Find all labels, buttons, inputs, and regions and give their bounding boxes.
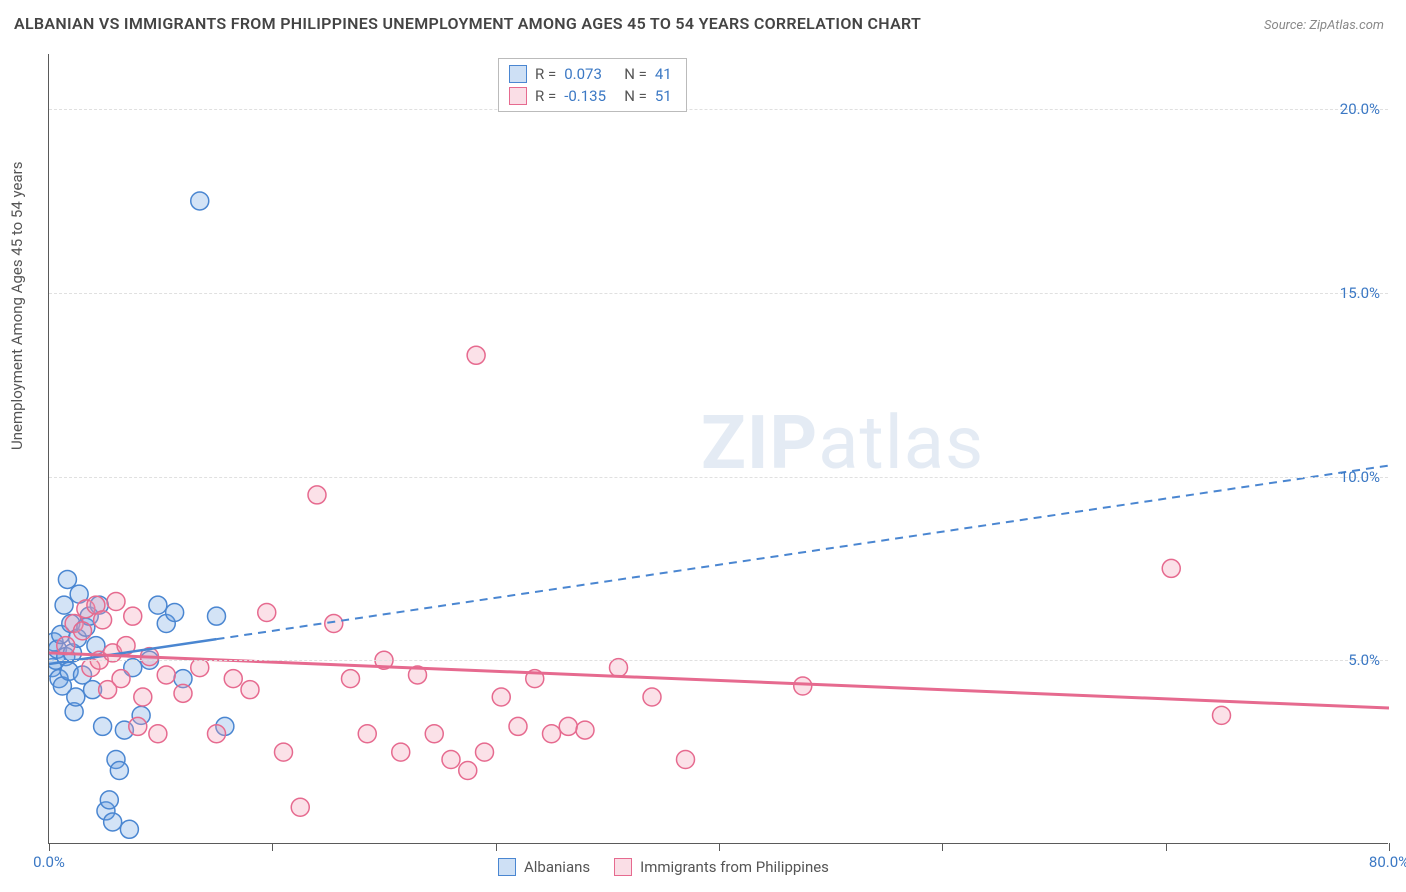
correlation-legend: R = 0.073 N = 41 R = -0.135 N = 51	[498, 58, 687, 112]
scatter-point	[610, 659, 628, 677]
plot-area: ZIPatlas 5.0%10.0%15.0%20.0%0.0%80.0%	[48, 54, 1388, 844]
y-axis-label: Unemployment Among Ages 45 to 54 years	[8, 162, 26, 450]
scatter-point	[342, 670, 360, 688]
scatter-point	[74, 622, 92, 640]
scatter-point	[104, 813, 122, 831]
scatter-point	[291, 798, 309, 816]
scatter-point	[425, 725, 443, 743]
x-tick	[49, 843, 50, 851]
scatter-point	[149, 725, 167, 743]
scatter-point	[94, 611, 112, 629]
series-name: Immigrants from Philippines	[640, 858, 829, 876]
legend-swatch	[614, 858, 632, 876]
x-tick	[272, 843, 273, 851]
series-legend-item: Albanians	[498, 858, 590, 876]
legend-n-label: N =	[624, 87, 647, 105]
x-tick	[942, 843, 943, 851]
legend-r-label: R =	[535, 87, 556, 105]
legend-swatch	[509, 65, 527, 83]
scatter-point	[134, 688, 152, 706]
legend-row: R = -0.135 N = 51	[509, 85, 672, 107]
scatter-point	[459, 762, 477, 780]
gridline	[49, 477, 1388, 478]
scatter-point	[149, 596, 167, 614]
scatter-point	[55, 596, 73, 614]
legend-r-value: -0.135	[564, 87, 616, 105]
scatter-point	[94, 717, 112, 735]
scatter-point	[308, 486, 326, 504]
legend-n-label: N =	[624, 65, 647, 83]
scatter-point	[112, 670, 130, 688]
y-tick-label: 5.0%	[1348, 651, 1380, 669]
scatter-point	[157, 666, 175, 684]
legend-r-label: R =	[535, 65, 556, 83]
scatter-point	[107, 592, 125, 610]
series-legend: Albanians Immigrants from Philippines	[498, 858, 829, 876]
scatter-point	[392, 743, 410, 761]
x-left-label: 0.0%	[33, 853, 65, 871]
legend-r-value: 0.073	[564, 65, 616, 83]
legend-n-value: 41	[655, 65, 672, 83]
scatter-point	[358, 725, 376, 743]
scatter-point	[208, 725, 226, 743]
scatter-point	[442, 750, 460, 768]
scatter-point	[643, 688, 661, 706]
scatter-point	[241, 681, 259, 699]
trend-line-dashed	[217, 466, 1390, 640]
scatter-point	[191, 192, 209, 210]
x-tick	[1389, 843, 1390, 851]
scatter-point	[1162, 559, 1180, 577]
scatter-point	[110, 762, 128, 780]
scatter-point	[208, 607, 226, 625]
scatter-point	[509, 717, 527, 735]
scatter-point	[67, 688, 85, 706]
legend-swatch	[498, 858, 516, 876]
gridline	[49, 660, 1388, 661]
scatter-point	[58, 570, 76, 588]
scatter-point	[166, 604, 184, 622]
x-tick	[496, 843, 497, 851]
scatter-point	[576, 721, 594, 739]
legend-n-value: 51	[655, 87, 672, 105]
scatter-point	[129, 717, 147, 735]
legend-swatch	[509, 87, 527, 105]
x-right-label: 80.0%	[1369, 853, 1406, 871]
series-name: Albanians	[524, 858, 590, 876]
chart-title: ALBANIAN VS IMMIGRANTS FROM PHILIPPINES …	[14, 14, 921, 33]
y-tick-label: 15.0%	[1340, 284, 1380, 302]
scatter-point	[794, 677, 812, 695]
scatter-point	[120, 820, 138, 838]
scatter-point	[100, 791, 118, 809]
scatter-point	[492, 688, 510, 706]
scatter-point	[559, 717, 577, 735]
scatter-point	[476, 743, 494, 761]
scatter-point	[677, 750, 695, 768]
scatter-point	[543, 725, 561, 743]
scatter-point	[124, 607, 142, 625]
y-tick-label: 10.0%	[1340, 468, 1380, 486]
scatter-point	[258, 604, 276, 622]
scatter-point	[224, 670, 242, 688]
x-tick	[1166, 843, 1167, 851]
gridline	[49, 293, 1388, 294]
scatter-svg	[49, 54, 1389, 844]
series-legend-item: Immigrants from Philippines	[614, 858, 829, 876]
scatter-point	[191, 659, 209, 677]
scatter-point	[174, 684, 192, 702]
y-tick-label: 20.0%	[1340, 100, 1380, 118]
gridline	[49, 109, 1388, 110]
scatter-point	[1213, 706, 1231, 724]
scatter-point	[467, 346, 485, 364]
source-attribution: Source: ZipAtlas.com	[1264, 18, 1384, 33]
scatter-point	[275, 743, 293, 761]
x-tick	[719, 843, 720, 851]
legend-row: R = 0.073 N = 41	[509, 63, 672, 85]
